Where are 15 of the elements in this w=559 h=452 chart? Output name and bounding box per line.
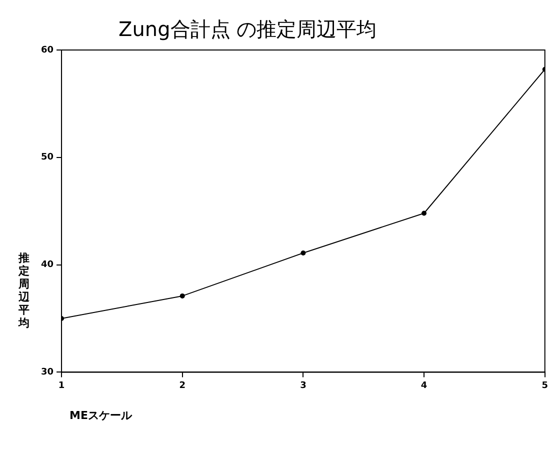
y-tick-label: 30	[40, 368, 54, 378]
y-tick-label: 50	[40, 152, 54, 163]
point	[300, 250, 306, 256]
point	[422, 210, 427, 216]
x-tick-label: 3	[300, 380, 306, 391]
x-tick-label: 5	[542, 380, 548, 391]
x-tick-label: 1	[58, 380, 65, 391]
chart-title: Zung合計点 の推定周辺平均	[118, 17, 377, 41]
x-tick-label: 2	[179, 380, 186, 391]
y-tick-label: 40	[40, 260, 54, 270]
y-axis-title: 推定周辺平均	[18, 251, 30, 330]
x-axis-title: MEスケール	[70, 409, 133, 422]
y-tick-label: 60	[40, 45, 54, 56]
x-tick-label: 4	[420, 380, 428, 391]
point	[180, 293, 185, 298]
